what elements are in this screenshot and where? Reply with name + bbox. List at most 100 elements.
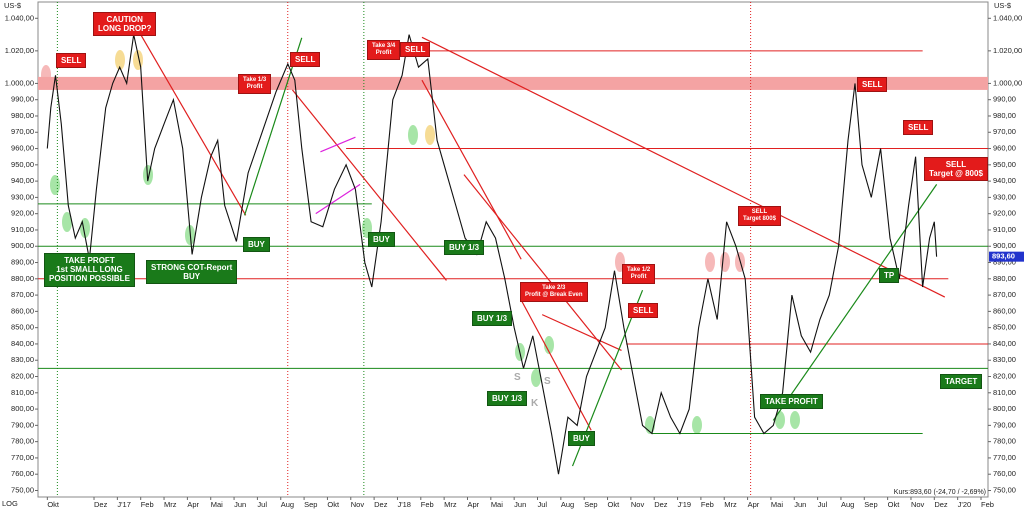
x-tick-label: Apr [187,500,199,509]
marker-letter: S [514,372,521,383]
y-tick-label: 820,00 [993,371,1016,380]
x-tick-label: Feb [981,500,994,509]
y-tick-label: 880,00 [11,274,34,283]
x-tick-label: Dez [934,500,948,509]
y-tick-label: 750,00 [993,485,1016,494]
zone-band [38,76,988,90]
trend-line [463,174,623,371]
x-tick-label: Aug [841,500,854,509]
x-tick-label: Okt [608,500,621,509]
y-tick-label: 990,00 [993,95,1016,104]
annotation-box: SELL [628,303,659,319]
x-tick-label: Mai [491,500,503,509]
y-tick-label: 840,00 [993,339,1016,348]
annotation-box: STRONG COT-Report BUY [146,260,238,285]
y-tick-label: 870,00 [993,290,1016,299]
trend-line [421,79,522,260]
y-tick-label: 790,00 [11,420,34,429]
x-tick-label: Mrz [724,500,737,509]
y-tick-label: 960,00 [11,144,34,153]
plot-frame [37,1,989,498]
y-tick-label: 750,00 [11,485,34,494]
annotation-box: BUY 1/3 [472,311,513,327]
x-tick-label: Dez [94,500,108,509]
annotation-box: BUY [568,431,595,447]
annotation-box: BUY [368,232,395,248]
annotation-box: BUY 1/3 [487,391,528,407]
trend-line [772,184,938,421]
y-tick-label: 960,00 [993,144,1016,153]
x-tick-label: J'17 [117,500,131,509]
y-tick-label: 920,00 [11,209,34,218]
y-tick-label: 820,00 [11,371,34,380]
x-tick-label: Mrz [444,500,457,509]
trend-line [520,299,592,431]
y-tick-label: 950,00 [993,160,1016,169]
y-tick-label: 1.020,00 [993,46,1022,55]
x-tick-label: J'18 [397,500,411,509]
x-tick-label: Mai [771,500,783,509]
x-tick-label: Dez [654,500,668,509]
y-tick-label: 880,00 [993,274,1016,283]
annotation-box: SELL [903,120,934,136]
trend-line [291,89,447,281]
highlights [41,50,800,434]
y-tick-label: 840,00 [11,339,34,348]
x-tick-label: Mrz [164,500,177,509]
annotation-box: Take 1/2 Profit [622,264,656,284]
annotation-box: SELL [56,53,87,69]
y-tick-label: 980,00 [11,111,34,120]
y-tick-label: 1.000,00 [5,78,34,87]
price-line [46,34,938,475]
y-tick-label: 790,00 [993,420,1016,429]
y-tick-label: 910,00 [993,225,1016,234]
x-tick-label: Okt [888,500,901,509]
x-tick-label: Apr [748,500,760,509]
y-tick-label: 850,00 [11,323,34,332]
x-tick-label: Aug [281,500,294,509]
y-tick-label: 780,00 [993,437,1016,446]
x-tick-label: Feb [701,500,714,509]
y-unit-right: US-$ [994,1,1012,10]
y-tick-label: 1.040,00 [993,13,1022,22]
y-tick-label: 770,00 [11,453,34,462]
y-tick-label: 860,00 [11,306,34,315]
trend-line [421,36,946,298]
y-tick-label: 890,00 [11,258,34,267]
annotation-box: TAKE PROFT 1st SMALL LONG POSITION POSSI… [44,253,135,287]
last-value-label: 893,60 [992,252,1015,261]
y-tick-label: 900,00 [11,241,34,250]
x-tick-label: Dez [374,500,388,509]
y-tick-label: 810,00 [993,388,1016,397]
annotation-box: TARGET [940,374,983,390]
annotation-box: SELL Target @ 800$ [924,157,988,182]
y-tick-label: 780,00 [11,437,34,446]
y-tick-label: 970,00 [11,127,34,136]
x-tick-label: Jul [818,500,828,509]
y-tick-label: 760,00 [11,469,34,478]
x-tick-label: Jul [257,500,267,509]
trend-line [541,314,622,352]
annotation-box: SELL [857,77,888,93]
annotation-box: SELL [400,42,431,58]
y-tick-label: 990,00 [11,95,34,104]
y-tick-label: 760,00 [993,469,1016,478]
y-tick-label: 940,00 [993,176,1016,185]
trend-line [244,37,303,216]
x-tick-label: Sep [864,500,877,509]
x-tick-label: J'20 [958,500,972,509]
x-tick-label: Sep [584,500,597,509]
y-unit-left: US-$ [4,1,22,10]
y-tick-label: 800,00 [993,404,1016,413]
scale-label: LOG [2,499,18,508]
marker-letter: S [544,376,551,387]
y-tick-label: 920,00 [993,209,1016,218]
x-tick-label: Nov [351,500,365,509]
annotation-box: Take 1/3 Profit [238,74,272,94]
y-tick-label: 910,00 [11,225,34,234]
trend-line [315,183,361,215]
trend-line [320,136,356,153]
y-tick-label: 830,00 [993,355,1016,364]
